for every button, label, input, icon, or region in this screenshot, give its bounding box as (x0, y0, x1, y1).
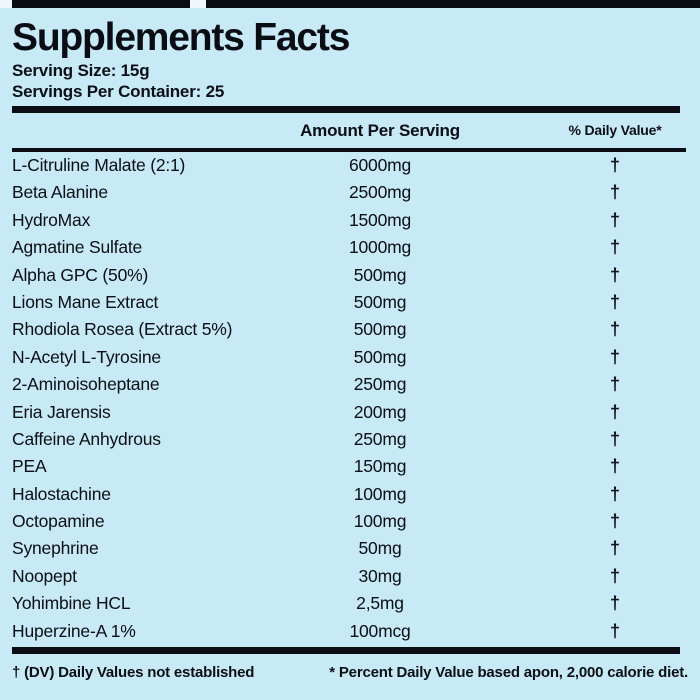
table-row: 2-Aminoisoheptane 250mg † (12, 371, 690, 398)
percent-daily-value-footnote: * Percent Daily Value based apon, 2,000 … (329, 664, 688, 682)
table-header-row: Amount Per Serving % Daily Value* (12, 113, 690, 148)
ingredient-name: HydroMax (12, 209, 91, 230)
ingredient-amount: 2500mg (348, 182, 412, 203)
serving-size-text: Serving Size: 15g (12, 61, 150, 80)
table-row: Alpha GPC (50%) 500mg † (12, 262, 690, 289)
ingredient-name: Rhodiola Rosea (Extract 5%) (12, 319, 233, 340)
table-row: Huperzine-A 1% 100mcg † (12, 618, 690, 645)
ingredient-name: Yohimbine HCL (12, 593, 131, 614)
column-header-daily-value: % Daily Value* (568, 122, 662, 138)
table-row: PEA 150mg † (12, 453, 690, 480)
ingredient-amount: 500mg (353, 291, 407, 312)
daily-value-dagger: † (609, 565, 620, 586)
table-row: Lions Mane Extract 500mg † (12, 289, 690, 316)
ingredient-amount: 200mg (353, 401, 407, 422)
ingredient-amount: 50mg (358, 538, 402, 559)
daily-value-dagger: † (609, 620, 620, 641)
ingredient-amount: 500mg (353, 346, 407, 367)
daily-value-dagger: † (609, 538, 620, 559)
daily-value-dagger: † (609, 428, 620, 449)
column-header-amount: Amount Per Serving (300, 121, 460, 140)
table-row: HydroMax 1500mg † (12, 207, 690, 234)
divider-top-thick (12, 106, 680, 113)
daily-value-dagger: † (609, 319, 620, 340)
ingredient-table: L-Citruline Malate (2:1) 6000mg † Beta A… (12, 152, 690, 645)
ingredient-name: N-Acetyl L-Tyrosine (12, 346, 161, 367)
ingredient-name: Halostachine (12, 483, 111, 504)
daily-value-dagger: † (609, 264, 620, 285)
ingredient-amount: 100mg (353, 511, 407, 532)
ingredient-amount: 500mg (353, 319, 407, 340)
daily-value-dagger: † (609, 401, 620, 422)
table-row: Noopept 30mg † (12, 563, 690, 590)
daily-value-dagger: † (609, 483, 620, 504)
torn-top-edge (0, 0, 700, 8)
table-row: Agmatine Sulfate 1000mg † (12, 234, 690, 261)
ingredient-amount: 500mg (353, 264, 407, 285)
divider-header (12, 148, 686, 152)
daily-value-dagger: † (609, 346, 620, 367)
ingredient-amount: 1500mg (348, 209, 412, 230)
ingredient-amount: 2,5mg (356, 593, 404, 614)
daily-value-dagger: † (609, 291, 620, 312)
ingredient-name: 2-Aminoisoheptane (12, 374, 160, 395)
label-content: Supplements Facts Serving Size: 15g Serv… (0, 8, 700, 700)
ingredient-name: Huperzine-A 1% (12, 620, 136, 641)
top-edge-bar-left (12, 0, 190, 8)
daily-value-dagger: † (609, 593, 620, 614)
ingredient-name: Octopamine (12, 511, 105, 532)
ingredient-name: L-Citruline Malate (2:1) (12, 155, 186, 175)
daily-value-dagger: † (609, 237, 620, 258)
table-row: Octopamine 100mg † (12, 508, 690, 535)
ingredient-amount: 150mg (353, 456, 407, 477)
ingredient-amount: 30mg (358, 565, 402, 586)
footnotes: † (DV) Daily Values not established * Pe… (12, 661, 690, 685)
ingredient-name: Noopept (12, 565, 77, 586)
divider-bottom-thick (12, 647, 680, 655)
ingredient-name: Eria Jarensis (12, 401, 111, 422)
table-row: N-Acetyl L-Tyrosine 500mg † (12, 344, 690, 371)
servings-per-container-text: Servings Per Container: 25 (12, 82, 225, 101)
table-row: Eria Jarensis 200mg † (12, 399, 690, 426)
ingredient-amount: 6000mg (348, 155, 412, 175)
table-row: Beta Alanine 2500mg † (12, 179, 690, 206)
daily-value-dagger: † (609, 155, 620, 175)
ingredient-name: PEA (12, 456, 47, 477)
ingredient-amount: 1000mg (348, 237, 412, 258)
ingredient-amount: 250mg (353, 374, 407, 395)
page-title: Supplements Facts (12, 16, 350, 59)
table-row: Halostachine 100mg † (12, 481, 690, 508)
ingredient-amount: 100mg (353, 483, 407, 504)
ingredient-name: Caffeine Anhydrous (12, 428, 161, 449)
table-row: Yohimbine HCL 2,5mg † (12, 590, 690, 617)
top-edge-bar-right (206, 0, 700, 8)
table-row: Synephrine 50mg † (12, 535, 690, 562)
ingredient-amount: 250mg (353, 428, 407, 449)
ingredient-name: Alpha GPC (50%) (12, 264, 149, 285)
daily-value-footnote: † (DV) Daily Values not established (12, 664, 255, 682)
daily-value-dagger: † (609, 456, 620, 477)
ingredient-name: Agmatine Sulfate (12, 237, 143, 258)
daily-value-dagger: † (609, 374, 620, 395)
ingredient-name: Beta Alanine (12, 182, 108, 203)
table-row: Rhodiola Rosea (Extract 5%) 500mg † (12, 316, 690, 343)
ingredient-amount: 100mcg (349, 620, 411, 641)
ingredient-name: Lions Mane Extract (12, 291, 159, 312)
daily-value-dagger: † (609, 511, 620, 532)
ingredient-name: Synephrine (12, 538, 99, 559)
daily-value-dagger: † (609, 209, 620, 230)
daily-value-dagger: † (609, 182, 620, 203)
table-row: Caffeine Anhydrous 250mg † (12, 426, 690, 453)
table-row: L-Citruline Malate (2:1) 6000mg † (12, 152, 690, 179)
